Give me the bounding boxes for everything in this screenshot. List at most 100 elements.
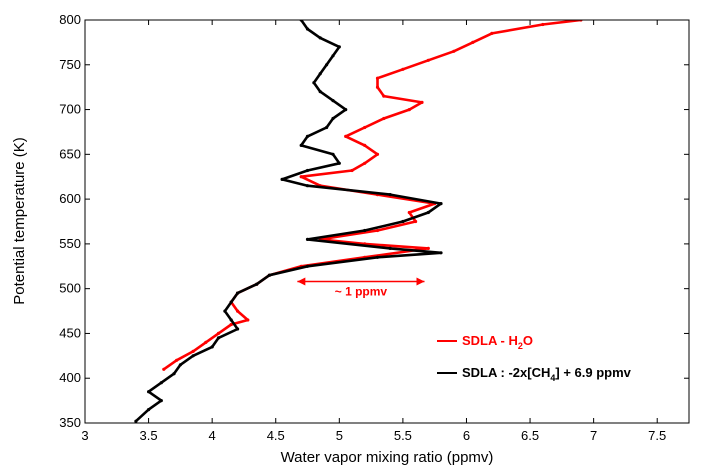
series-1-point (420, 100, 424, 104)
series-2-point (337, 45, 341, 49)
y-tick-label: 600 (59, 191, 81, 206)
series-2-point (305, 237, 310, 241)
series-1 (162, 20, 583, 371)
series-2-point (388, 246, 392, 250)
y-axis-title: Potential temperature (K) (11, 137, 28, 305)
series-1-point (541, 22, 545, 27)
annotation: ~ 1 ppmv (297, 277, 425, 299)
annotation-arrowhead-right (416, 277, 425, 286)
x-tick-label: 4.5 (267, 428, 285, 443)
x-tick-label: 5 (336, 428, 343, 443)
series-2-point (331, 116, 335, 121)
y-tick-label: 700 (59, 102, 81, 117)
y-tick-label: 400 (59, 370, 81, 385)
y-tick-label: 350 (59, 415, 81, 430)
series-1-point (191, 349, 195, 353)
series-1-point (175, 358, 179, 362)
annotation-arrowhead-left (297, 277, 306, 286)
series-2-point (375, 255, 380, 259)
series-1-point (363, 125, 367, 130)
series-1-point (414, 219, 418, 224)
series-2-point (363, 228, 367, 233)
series-2 (134, 20, 443, 423)
series-1-point (407, 210, 411, 215)
series-1-point (350, 168, 354, 173)
series-2-point (236, 291, 240, 295)
y-tick-label: 550 (59, 236, 81, 251)
series-1-point (401, 67, 405, 71)
series-2-point (312, 81, 316, 85)
y-tick-label: 800 (59, 12, 81, 27)
y-tick-label: 750 (59, 57, 81, 72)
series-1-point (426, 246, 430, 250)
series-2-point (191, 354, 195, 358)
series-1-point (246, 318, 250, 322)
series-1-point (452, 49, 456, 53)
series-2-point (178, 363, 182, 367)
series-2-point (325, 63, 329, 67)
series-2-point (439, 251, 443, 255)
series-2-point (223, 309, 227, 313)
series-2-point (147, 390, 151, 394)
series-2-point (147, 408, 151, 412)
series-2-point (337, 161, 341, 165)
series-1-point (471, 40, 475, 45)
series-2-point (159, 381, 163, 385)
series-1-point (204, 340, 208, 344)
series-2-point (318, 90, 322, 94)
series-2-point (426, 210, 430, 215)
series-1-point (375, 85, 380, 89)
series-1-point (344, 134, 348, 138)
x-tick-label: 3.5 (140, 428, 158, 443)
series-2-point (305, 264, 310, 268)
series-2-point (236, 327, 240, 331)
y-tick-label: 450 (59, 325, 81, 340)
series-1-point (375, 76, 380, 80)
series-1-point (299, 175, 303, 179)
x-tick-label: 3 (81, 428, 88, 443)
series-2-point (401, 219, 405, 224)
x-tick-label: 4 (209, 428, 216, 443)
series-2-point (305, 184, 310, 188)
series-2-point (229, 300, 233, 304)
y-tick-label: 500 (59, 281, 81, 296)
series-2-point (305, 134, 310, 138)
legend-label-2: SDLA : -2x[CH4] + 6.9 ppmv (462, 365, 632, 383)
series-2-point (331, 54, 335, 58)
series-2-point (331, 99, 335, 103)
series-1-point (216, 331, 221, 335)
series-1-point (375, 228, 380, 233)
series-2-point (267, 273, 271, 277)
series-2-point (255, 282, 259, 286)
x-tick-label: 6 (463, 428, 470, 443)
series-1-point (363, 143, 367, 147)
x-tick-label: 6.5 (521, 428, 539, 443)
series-2-line (134, 20, 443, 423)
legend: SDLA - H2O SDLA : -2x[CH4] + 6.9 ppmv (437, 333, 632, 383)
series-1-point (382, 116, 386, 121)
series-2-point (134, 419, 138, 423)
series-2-point (344, 108, 348, 112)
x-tick-label: 7 (590, 428, 597, 443)
series-2-point (299, 143, 303, 147)
series-2-point (216, 336, 221, 340)
series-1-point (490, 31, 494, 35)
series-2-point (159, 399, 163, 403)
series-1-line (162, 20, 583, 371)
series-2-point (305, 27, 310, 31)
legend-label-1: SDLA - H2O (462, 333, 533, 351)
x-axis-title: Water vapor mixing ratio (ppmv) (281, 449, 494, 466)
plot-frame (84, 19, 690, 424)
series-2-point (229, 318, 233, 322)
series-2-point (280, 177, 284, 181)
plot-series (134, 20, 583, 423)
series-2-point (305, 168, 310, 173)
series-2-point (318, 36, 322, 40)
series-2-point (325, 125, 329, 130)
x-tick-label: 5.5 (394, 428, 412, 443)
series-2-point (388, 193, 392, 197)
series-1-point (382, 94, 386, 98)
annotation-label: ~ 1 ppmv (335, 285, 388, 299)
series-1-point (229, 322, 233, 327)
